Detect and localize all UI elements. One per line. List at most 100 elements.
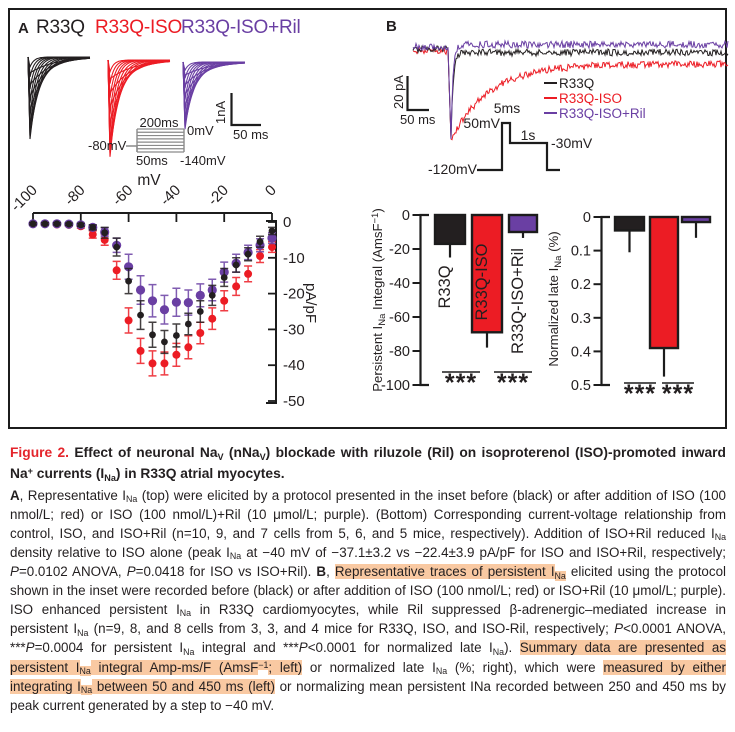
caption-segment: Na: [183, 646, 195, 657]
bar-right-tick-label: 0.4: [571, 344, 591, 360]
caption-segment: =0.0004 for persistent I: [34, 640, 184, 656]
iv-point: [244, 250, 252, 258]
caption-segment: A: [10, 488, 20, 503]
caption-segment: Na: [714, 532, 726, 543]
iv-point: [256, 238, 264, 246]
iv-point: [183, 298, 193, 308]
bar-left-bar: [507, 213, 539, 234]
protocol-pulse-duration-label: 5ms: [493, 100, 521, 116]
caption-segment: (nNa: [223, 445, 260, 460]
figure-border: [8, 8, 727, 429]
caption-segment: Na: [179, 608, 192, 619]
bar-right-tick-label: 0.3: [571, 311, 591, 327]
iv-x-tick-label: -100: [8, 182, 41, 215]
iv-point: [148, 359, 157, 368]
iv-point: [135, 285, 146, 295]
caption-segment: density relative to ISO alone (peak I: [10, 544, 230, 560]
scalebar-a-horizontal-label: 50 ms: [233, 127, 269, 142]
iv-point: [196, 329, 205, 337]
iv-point: [88, 230, 97, 239]
caption-segment: ) in R33Q atrial myocytes.: [115, 466, 285, 481]
inset-protocol: [126, 145, 138, 152]
caption-title: Figure 2. Effect of neuronal NaV (nNaV) …: [10, 443, 726, 485]
iv-point: [184, 343, 193, 352]
caption-segment: ).: [504, 640, 520, 656]
iv-y-tick-label: -20: [283, 286, 305, 303]
iv-x-tick-label: -20: [205, 182, 232, 209]
iv-point: [173, 332, 180, 339]
bar-left-bar-label: R33Q-ISO: [473, 243, 491, 320]
iv-point: [232, 282, 241, 291]
iv-x-axis-title: mV: [137, 172, 161, 189]
caption-segment: ,: [326, 564, 335, 580]
caption-segment: Na: [104, 472, 116, 483]
caption-segment: in R33Q cardiomyocytes, while Ril suppre…: [10, 601, 726, 637]
persistent-trace: [412, 39, 729, 140]
legend-dash-black: [544, 81, 557, 85]
legend-label: R33Q-ISO: [559, 90, 623, 106]
bar-right-sig-stars: ***: [662, 380, 694, 408]
iv-point: [29, 220, 37, 228]
scalebar-b-horizontal-label: 50 ms: [400, 112, 436, 127]
persistent-trace: [412, 46, 729, 141]
bar-right-tick-label: 0.1: [571, 244, 591, 260]
caption-body: A, Representative INa (top) were elicite…: [10, 487, 727, 716]
caption-segment: −1: [258, 659, 269, 670]
figure-caption: Figure 2. Effect of neuronal NaV (nNaV) …: [10, 443, 727, 716]
caption-segment: Na: [492, 646, 505, 657]
iv-y-tick-label: 0: [283, 214, 291, 231]
caption-segment: ) blockade with riluzole (Ril) on isopro…: [10, 445, 726, 481]
iv-point: [149, 331, 156, 339]
iv-y-tick-label: -30: [283, 321, 305, 338]
caption-segment: between 50 and 450 ms (left): [92, 678, 275, 694]
caption-segment: Na: [79, 666, 91, 677]
iv-point: [160, 359, 169, 368]
bar-right-tick-label: 0.2: [571, 277, 591, 293]
iv-x-tick-label: -40: [157, 182, 184, 209]
iv-point: [125, 277, 132, 285]
caption-segment: (top) were elicited by a protocol presen…: [10, 488, 727, 541]
protocol-late-voltage-label: -30mV: [551, 135, 593, 151]
iv-point: [195, 290, 205, 300]
iv-point: [161, 338, 168, 346]
bar-left-axis: [419, 213, 429, 387]
iv-y-axis: [266, 220, 277, 404]
caption-segment: P: [25, 640, 35, 656]
iv-point: [89, 224, 97, 231]
bar-right-tick-label: 0.5: [571, 378, 591, 394]
scalebar-b-vertical-label: 20 pA: [391, 75, 406, 109]
caption-segment: Na: [229, 551, 242, 562]
bar-left-tick-label: -80: [389, 344, 410, 360]
iv-point: [136, 346, 145, 355]
bar-left-bar: [433, 213, 467, 246]
iv-point: [113, 243, 121, 251]
bar-left-sig-stars: ***: [497, 369, 529, 397]
legend-item-r33q: R33Q: [544, 76, 594, 91]
iv-point: [112, 266, 121, 275]
inset-prepulse-label: 50ms: [136, 153, 168, 168]
bar-left-tick-label: 0: [402, 208, 410, 224]
caption-segment: Na: [77, 627, 89, 638]
bar-left-bar-label: R33Q: [436, 265, 454, 308]
protocol-holding-voltage-label: -120mV: [428, 161, 478, 177]
iv-point: [77, 221, 85, 229]
caption-segment: Na: [80, 685, 93, 696]
iv-point: [220, 274, 228, 281]
iv-point: [101, 229, 109, 237]
current-trace: [107, 59, 171, 141]
caption-segment: Representative traces of persistent I: [334, 564, 555, 580]
iv-point: [147, 296, 158, 306]
caption-segment: integral Amp-ms/F (AmsF: [90, 659, 259, 675]
inset-duration-label: 200ms: [139, 115, 179, 130]
legend-label: R33Q-ISO+Ril: [559, 105, 646, 121]
iv-y-tick-label: -50: [283, 393, 305, 410]
inset-top-voltage-label: 0mV: [187, 123, 214, 138]
iv-point: [208, 292, 216, 299]
caption-segment: elicited using the protocol shown in the…: [10, 564, 726, 617]
legend-item-r33q-iso-ril: R33Q-ISO+Ril: [544, 105, 646, 121]
bar-left-tick-label: -20: [389, 242, 410, 258]
bar-left-tick-label: -40: [389, 276, 410, 292]
iv-point: [208, 314, 217, 323]
protocol-plateau-duration-label: 1s: [520, 127, 536, 143]
bar-left-tick-label: -60: [389, 310, 410, 326]
